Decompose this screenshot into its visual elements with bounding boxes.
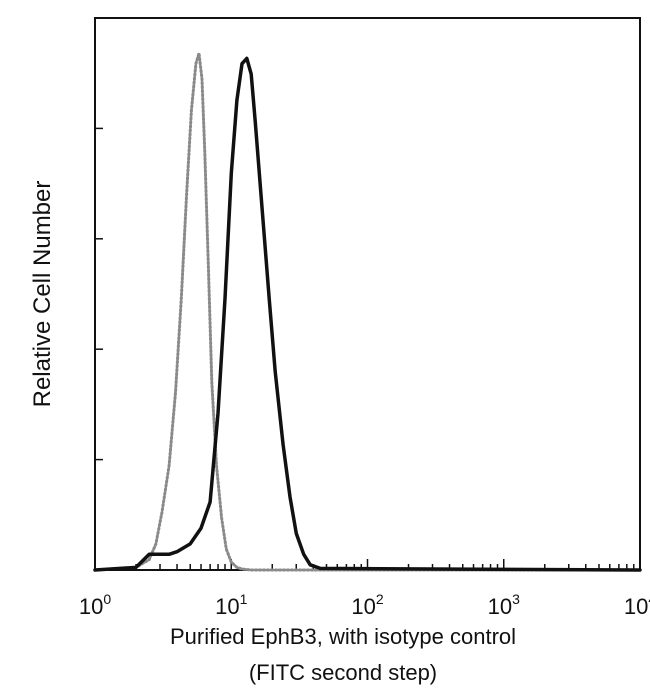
series-line-1 — [93, 51, 642, 572]
x-axis-label-line2: (FITC second step) — [249, 660, 437, 685]
x-tick-label: 101 — [215, 591, 247, 619]
series-layer — [93, 51, 642, 572]
x-tick-label: 100 — [79, 591, 111, 619]
series-line-2 — [93, 56, 642, 572]
x-tick-label: 102 — [351, 591, 383, 619]
x-axis-label: Purified EphB3, with isotype control — [170, 624, 516, 649]
x-tick-label: 103 — [488, 591, 520, 619]
y-axis-ticks — [95, 127, 103, 461]
plot-frame — [94, 17, 641, 571]
y-axis-label: Relative Cell Number — [29, 181, 56, 408]
x-tick-labels: 100 101 102 103 104 — [79, 591, 650, 619]
x-tick-label: 104 — [624, 591, 650, 619]
